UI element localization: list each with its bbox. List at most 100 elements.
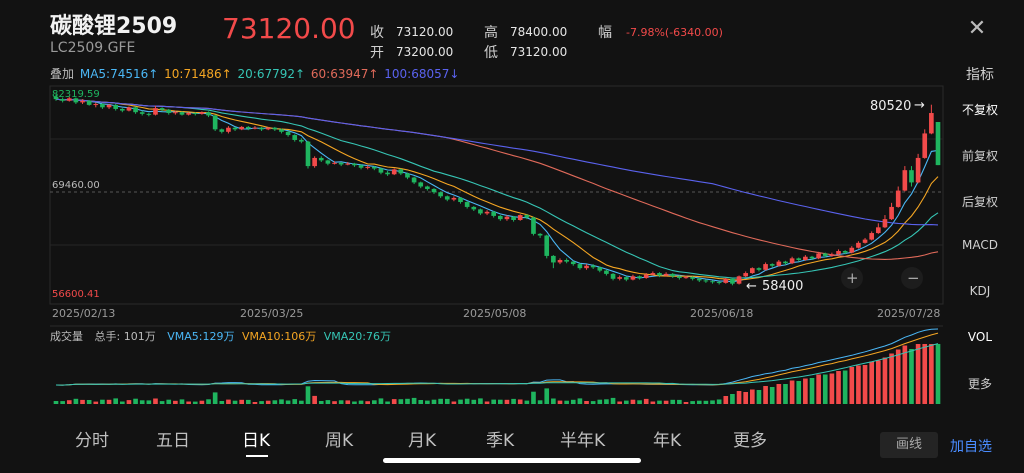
volume-bar bbox=[544, 388, 550, 404]
volume-bar bbox=[570, 399, 576, 404]
tab-weekly-k[interactable]: 周K bbox=[325, 431, 354, 451]
volume-bar bbox=[789, 380, 795, 404]
option-backward-adjust[interactable]: 后复权 bbox=[961, 195, 998, 209]
tab-five-day[interactable]: 五日 bbox=[156, 431, 190, 451]
volume-bar bbox=[146, 400, 152, 404]
candle-body bbox=[219, 129, 225, 132]
candle-body bbox=[577, 264, 583, 269]
volume-bar bbox=[100, 399, 105, 404]
volume-bar bbox=[106, 399, 112, 404]
vma20-line bbox=[55, 343, 939, 386]
candle-body bbox=[849, 247, 855, 253]
indicator-kdj[interactable]: KDJ bbox=[969, 284, 991, 298]
max-arrow: → bbox=[914, 98, 925, 113]
volume-bar bbox=[915, 344, 921, 404]
candle-body bbox=[80, 100, 85, 103]
candle-body bbox=[677, 276, 682, 278]
tab-yearly-k[interactable]: 年K bbox=[653, 431, 682, 451]
max-annotation: 80520 bbox=[870, 99, 911, 114]
candle-body bbox=[179, 112, 185, 115]
candle-body bbox=[690, 277, 695, 279]
candle-body bbox=[882, 219, 888, 228]
indicators-title[interactable]: 指标 bbox=[966, 67, 994, 83]
candle-body bbox=[405, 173, 410, 178]
tab-monthly-k[interactable]: 月K bbox=[408, 431, 437, 451]
candle-body bbox=[431, 188, 437, 193]
candle-body bbox=[438, 192, 443, 197]
candle-body bbox=[86, 100, 92, 105]
volume-bar bbox=[192, 401, 198, 404]
candle-body bbox=[212, 115, 218, 130]
volume-bar bbox=[272, 400, 278, 404]
volume-bar bbox=[73, 398, 79, 404]
zoom-in-button[interactable] bbox=[841, 267, 863, 289]
volume-bar bbox=[524, 400, 530, 404]
ma20-value: 20:67792↑ bbox=[237, 67, 306, 81]
last-price: 73120.00 bbox=[222, 12, 356, 45]
volume-bar bbox=[637, 400, 642, 404]
volume-bar bbox=[630, 399, 636, 404]
volume-bar bbox=[856, 365, 861, 404]
ma10-value: 10:71486↑ bbox=[164, 67, 232, 81]
tab-quarterly-k[interactable]: 季K bbox=[486, 431, 515, 451]
candle-body bbox=[444, 196, 450, 200]
indicator-more[interactable]: 更多 bbox=[967, 377, 992, 391]
volume-bar bbox=[584, 401, 589, 404]
candle-body bbox=[822, 253, 828, 256]
volume-bar bbox=[769, 387, 775, 404]
amp-value: -7.98%(-6340.00) bbox=[626, 26, 723, 39]
candle-body bbox=[557, 259, 563, 263]
zoom-out-button[interactable] bbox=[901, 267, 923, 289]
volume-bar bbox=[703, 400, 709, 404]
candle-body bbox=[411, 177, 417, 183]
volume-bar bbox=[922, 344, 928, 404]
volume-bar bbox=[869, 361, 875, 404]
tab-halfyear-k[interactable]: 半年K bbox=[560, 431, 606, 451]
indicator-vol[interactable]: VOL bbox=[967, 330, 993, 344]
candle-body bbox=[458, 197, 463, 203]
volume-bar bbox=[53, 401, 59, 404]
candle-body bbox=[716, 282, 722, 284]
close-icon[interactable]: ✕ bbox=[967, 16, 987, 41]
y-axis-top: 82319.59 bbox=[52, 89, 100, 100]
add-watchlist-button[interactable]: 加自选 bbox=[950, 439, 992, 455]
candle-body bbox=[259, 127, 264, 130]
volume-bar bbox=[66, 400, 72, 404]
volume-bar bbox=[352, 401, 357, 404]
candle-body bbox=[743, 273, 749, 277]
volume-bar bbox=[153, 398, 158, 404]
indicator-macd[interactable]: MACD bbox=[962, 238, 998, 252]
candle-body bbox=[491, 211, 497, 216]
candle-body bbox=[153, 108, 158, 115]
candle-body bbox=[66, 98, 72, 101]
candle-body bbox=[299, 139, 304, 142]
candle-body bbox=[113, 104, 119, 109]
volume-bar bbox=[431, 399, 437, 404]
period-tabs: 分时 五日 日K 周K 月K 季K 半年K 年K 更多 bbox=[50, 426, 860, 456]
volume-bar bbox=[126, 400, 132, 404]
volume-bar bbox=[305, 386, 311, 404]
volume-bar bbox=[458, 399, 463, 404]
volume-bar bbox=[93, 401, 99, 404]
tab-daily-k[interactable]: 日K bbox=[242, 431, 271, 451]
overlay-button[interactable]: 叠加 bbox=[50, 67, 75, 81]
candle-body bbox=[312, 157, 317, 167]
ma100-line bbox=[55, 98, 939, 226]
candle-body bbox=[570, 261, 576, 265]
tab-timeshare[interactable]: 分时 bbox=[75, 431, 109, 451]
volume-bar bbox=[902, 345, 908, 404]
candle-body bbox=[139, 112, 145, 114]
candle-body bbox=[345, 163, 351, 165]
candle-body bbox=[922, 133, 928, 158]
draw-line-button[interactable]: 画线 bbox=[880, 432, 938, 458]
candle-body bbox=[60, 99, 65, 101]
option-forward-adjust[interactable]: 前复权 bbox=[961, 149, 998, 163]
volume-bar bbox=[875, 360, 881, 404]
candle-body bbox=[106, 104, 112, 108]
option-no-adjust[interactable]: 不复权 bbox=[961, 103, 998, 117]
candle-body bbox=[325, 160, 331, 164]
candle-body bbox=[517, 215, 523, 220]
tab-more[interactable]: 更多 bbox=[733, 431, 767, 451]
volume-bar bbox=[391, 399, 397, 404]
